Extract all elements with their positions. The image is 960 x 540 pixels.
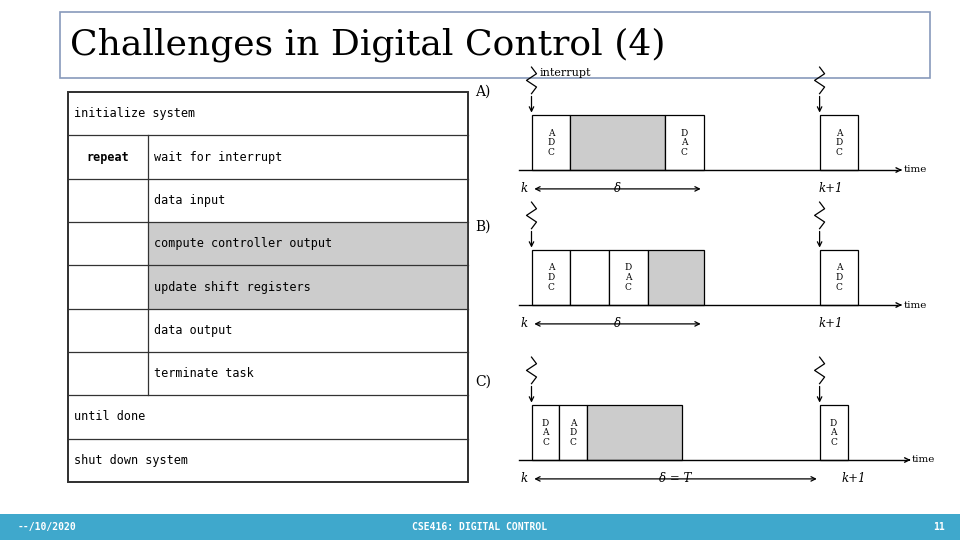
Text: D
A
C: D A C — [830, 418, 837, 447]
Text: A): A) — [475, 84, 491, 98]
Text: A
D
C: A D C — [835, 264, 843, 292]
Text: D
A
C: D A C — [541, 418, 549, 447]
Text: until done: until done — [74, 410, 145, 423]
FancyBboxPatch shape — [588, 406, 682, 460]
Text: δ: δ — [614, 183, 621, 195]
FancyBboxPatch shape — [570, 116, 665, 170]
FancyBboxPatch shape — [820, 116, 858, 170]
FancyBboxPatch shape — [148, 222, 468, 265]
FancyBboxPatch shape — [0, 514, 960, 540]
FancyBboxPatch shape — [560, 406, 588, 460]
FancyBboxPatch shape — [68, 92, 468, 482]
Text: interrupt: interrupt — [540, 69, 591, 78]
Text: CSE416: DIGITAL CONTROL: CSE416: DIGITAL CONTROL — [413, 522, 547, 532]
Text: B): B) — [475, 219, 491, 233]
Text: time: time — [903, 165, 926, 174]
Text: A
D
C: A D C — [570, 418, 577, 447]
FancyBboxPatch shape — [648, 251, 704, 305]
FancyBboxPatch shape — [664, 116, 704, 170]
Text: Challenges in Digital Control (4): Challenges in Digital Control (4) — [70, 28, 665, 62]
Text: data output: data output — [154, 324, 232, 337]
Text: wait for interrupt: wait for interrupt — [154, 151, 282, 164]
Text: repeat: repeat — [86, 151, 130, 164]
Text: compute controller output: compute controller output — [154, 237, 332, 250]
Text: δ = T: δ = T — [660, 472, 692, 485]
FancyBboxPatch shape — [532, 251, 570, 305]
FancyBboxPatch shape — [820, 406, 848, 460]
Text: D
A
C: D A C — [681, 129, 687, 157]
Text: k+1: k+1 — [842, 472, 866, 485]
Text: 11: 11 — [933, 522, 945, 532]
Text: terminate task: terminate task — [154, 367, 253, 380]
Text: time: time — [903, 300, 926, 309]
FancyBboxPatch shape — [570, 251, 609, 305]
Text: A
D
C: A D C — [547, 264, 555, 292]
Text: δ: δ — [614, 318, 621, 330]
Text: k+1: k+1 — [818, 183, 843, 195]
FancyBboxPatch shape — [532, 116, 570, 170]
Text: A
D
C: A D C — [547, 129, 555, 157]
Text: A
D
C: A D C — [835, 129, 843, 157]
Text: --/10/2020: --/10/2020 — [18, 522, 77, 532]
Text: D
A
C: D A C — [625, 264, 632, 292]
Text: k: k — [520, 183, 527, 195]
Text: k: k — [520, 318, 527, 330]
Text: k: k — [520, 472, 527, 485]
Text: update shift registers: update shift registers — [154, 280, 311, 294]
FancyBboxPatch shape — [532, 406, 560, 460]
Text: k+1: k+1 — [818, 318, 843, 330]
FancyBboxPatch shape — [60, 12, 930, 78]
FancyBboxPatch shape — [820, 251, 858, 305]
FancyBboxPatch shape — [609, 251, 648, 305]
FancyBboxPatch shape — [148, 265, 468, 309]
Text: data input: data input — [154, 194, 226, 207]
Text: initialize system: initialize system — [74, 107, 195, 120]
Text: time: time — [912, 456, 935, 464]
Text: C): C) — [475, 374, 491, 388]
Text: shut down system: shut down system — [74, 454, 188, 467]
